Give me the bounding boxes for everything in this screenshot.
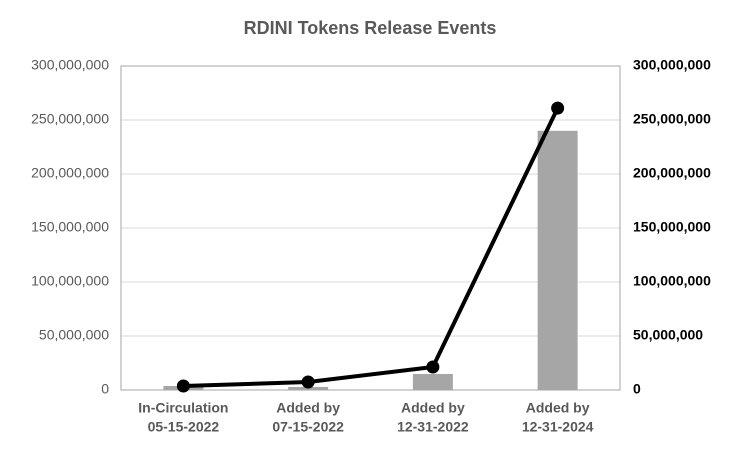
y-tick-label: 100,000,000 <box>31 273 109 289</box>
plot-border <box>120 65 621 391</box>
x-tick-label: 12-31-2024 <box>522 419 594 435</box>
y2-tick-label: 300,000,000 <box>633 57 711 73</box>
line-marker <box>301 375 315 389</box>
line <box>183 107 560 389</box>
bar <box>412 374 453 390</box>
y-tick-label: 150,000,000 <box>31 219 109 235</box>
y-tick-label: 200,000,000 <box>31 165 109 181</box>
line-marker <box>551 101 565 115</box>
x-tick-label: In-Circulation <box>138 400 228 416</box>
y2-tick-label: 50,000,000 <box>633 327 703 343</box>
bar <box>537 130 578 391</box>
chart-title: RDINI Tokens Release Events <box>244 18 497 38</box>
y-tick-label: 300,000,000 <box>31 57 109 73</box>
x-tick-label: Added by <box>526 400 590 416</box>
y2-tick-label: 150,000,000 <box>633 219 711 235</box>
line-marker <box>426 360 440 374</box>
y-tick-label: 0 <box>101 381 109 397</box>
y-tick-label: 50,000,000 <box>39 327 109 343</box>
y-tick-label: 250,000,000 <box>31 111 109 127</box>
line-marker <box>176 379 190 393</box>
y2-tick-label: 200,000,000 <box>633 165 711 181</box>
x-tick-label: Added by <box>276 400 340 416</box>
y2-tick-label: 0 <box>633 381 641 397</box>
x-tick-label: Added by <box>401 400 465 416</box>
y2-tick-label: 250,000,000 <box>633 111 711 127</box>
x-tick-label: 05-15-2022 <box>148 419 220 435</box>
x-tick-label: 07-15-2022 <box>272 419 344 435</box>
y2-tick-label: 100,000,000 <box>633 273 711 289</box>
x-tick-label: 12-31-2022 <box>397 419 469 435</box>
